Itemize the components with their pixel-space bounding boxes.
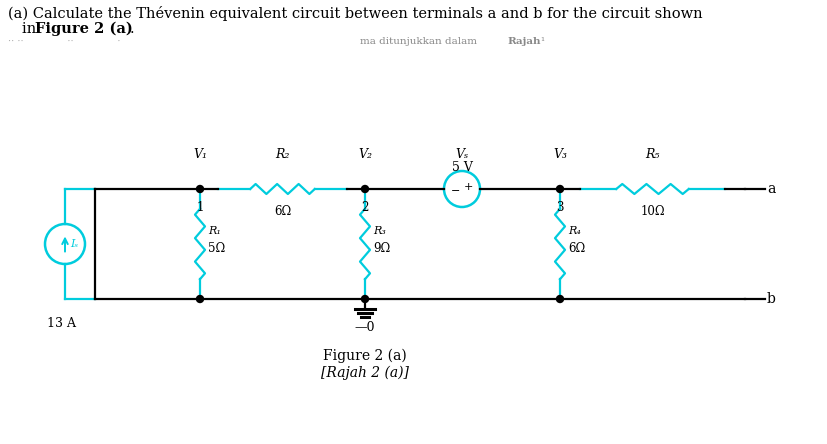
Text: Rajah: Rajah <box>507 37 541 46</box>
Text: ¹: ¹ <box>540 37 544 46</box>
Text: —0: —0 <box>355 321 375 334</box>
Text: 13 A: 13 A <box>47 317 76 330</box>
Text: 2: 2 <box>361 201 369 214</box>
Text: V₂: V₂ <box>358 148 372 161</box>
Circle shape <box>197 296 203 302</box>
Text: Figure 2 (a): Figure 2 (a) <box>323 349 407 363</box>
Text: R₃: R₃ <box>373 226 386 236</box>
Text: 5Ω: 5Ω <box>208 242 225 255</box>
Text: −: − <box>452 186 461 196</box>
Text: 6Ω: 6Ω <box>568 242 586 255</box>
Circle shape <box>361 186 369 193</box>
Text: [Rajah 2 (a)]: [Rajah 2 (a)] <box>321 366 409 381</box>
Text: ma ditunjukkan dalam: ma ditunjukkan dalam <box>360 37 480 46</box>
Text: Vₛ: Vₛ <box>456 148 469 161</box>
Circle shape <box>197 186 203 193</box>
Text: R₄: R₄ <box>568 226 581 236</box>
Text: 3: 3 <box>557 201 564 214</box>
Text: V₃: V₃ <box>553 148 567 161</box>
Text: +: + <box>463 182 473 192</box>
Text: 1: 1 <box>196 201 203 214</box>
Circle shape <box>557 296 563 302</box>
Circle shape <box>557 186 563 193</box>
Text: Iₛ: Iₛ <box>70 239 78 249</box>
Text: R₂: R₂ <box>275 148 289 161</box>
Text: ·· ··              ··              ·: ·· ·· ·· · <box>8 37 121 46</box>
Text: a: a <box>767 182 776 196</box>
Circle shape <box>361 296 369 302</box>
Text: R₅: R₅ <box>645 148 660 161</box>
Text: 9Ω: 9Ω <box>373 242 390 255</box>
Text: (a) Calculate the Thévenin equivalent circuit between terminals a and b for the : (a) Calculate the Thévenin equivalent ci… <box>8 6 703 21</box>
Text: b: b <box>767 292 776 306</box>
Text: 10Ω: 10Ω <box>640 205 665 218</box>
Text: .: . <box>130 22 135 36</box>
Text: R₁: R₁ <box>208 226 221 236</box>
Text: 6Ω: 6Ω <box>274 205 291 218</box>
Text: V₁: V₁ <box>193 148 207 161</box>
Text: Figure 2 (a): Figure 2 (a) <box>35 22 133 36</box>
Text: in: in <box>22 22 41 36</box>
Text: 5 V: 5 V <box>452 161 472 174</box>
